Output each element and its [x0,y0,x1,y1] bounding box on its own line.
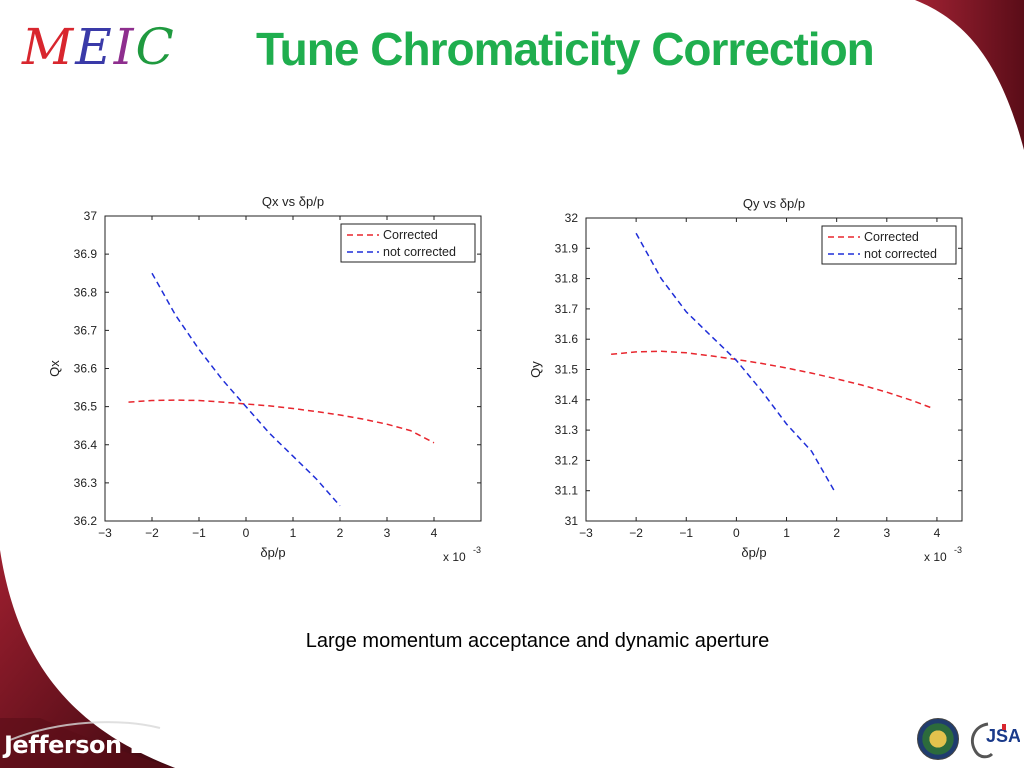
y-tick-label: 36.5 [74,400,98,414]
x-tick-label: −3 [98,526,112,540]
x-tick-label: 0 [243,526,250,540]
y-tick-label: 36.3 [74,476,98,490]
y-tick-label: 36.4 [74,438,98,452]
y-tick-label: 31.2 [555,453,579,467]
x-multiplier-exponent: -3 [473,545,481,555]
x-axis-label: δp/p [260,545,285,560]
plot-area [104,215,482,522]
logo-letter-i: I [113,18,136,76]
series-line-not-corrected [151,272,341,507]
x-tick-label: 2 [833,526,840,540]
y-tick-label: 36.2 [74,514,98,528]
legend-box [340,223,476,263]
logo-letter-e: E [75,18,114,76]
x-tick-label: −1 [679,526,693,540]
jsa-logo: JSA [971,722,1020,759]
jsa-swoosh [971,722,994,759]
legend-label: not corrected [383,245,456,259]
y-tick-label: 36.6 [74,362,98,376]
chart-2: Qy vs δp/p −3 −2 −1 0 1 2 3 4 31 31.1 31.2 31.3 31.4 3… [528,196,963,564]
y-tick-label: 31.8 [555,272,579,286]
y-axis-label: Qx [47,360,62,377]
y-tick-label: 32 [565,211,579,225]
series-line-not-corrected [635,232,835,492]
y-tick-label: 31.3 [555,423,579,437]
slide-title: Tune Chromaticity Correction [256,23,875,75]
legend-label: Corrected [383,228,438,242]
legend-label: Corrected [864,230,919,244]
x-tick-label: −2 [145,526,159,540]
x-multiplier: x 10 [924,550,947,564]
y-tick-label: 31.7 [555,302,579,316]
chart-title: Qy vs δp/p [743,196,805,211]
frame-top-right [915,0,1024,150]
slide-caption: Large momentum acceptance and dynamic ap… [305,630,770,652]
x-tick-label: 3 [883,526,890,540]
series-line-corrected [611,350,933,409]
x-tick-label: 0 [733,526,740,540]
jsa-logo-text: JSA [986,726,1020,746]
logo-letter-c: C [135,18,176,76]
series-line-corrected [128,399,435,444]
jefferson-lab-logo: Jefferson Lab [4,731,177,759]
y-tick-label: 36.7 [74,323,98,337]
x-multiplier: x 10 [443,550,466,564]
swoosh [9,721,161,741]
legend-box [821,225,957,265]
y-axis-label: Qy [528,361,543,378]
doe-seal-icon [917,718,959,760]
x-tick-label: −3 [579,526,593,540]
x-axis-label: δp/p [741,545,766,560]
jsa-accent [1002,724,1006,730]
meic-logo: MEIC [22,22,176,72]
y-tick-label: 31.1 [555,484,579,498]
y-tick-label: 31.9 [555,241,579,255]
chart-title: Qx vs δp/p [262,194,324,209]
logo-letter-m: M [22,18,76,76]
frame-bottom-left [0,550,175,768]
y-tick-label: 37 [84,209,98,223]
y-tick-label: 31.5 [555,363,579,377]
x-tick-label: −2 [629,526,643,540]
x-tick-label: 3 [384,526,391,540]
x-tick-label: 1 [290,526,297,540]
x-tick-label: −1 [192,526,206,540]
chart-1: Qx vs δp/p −3 −2 −1 0 1 2 3 4 36.2 36.3 36.4 36.5 36.… [47,194,482,564]
legend-label: not corrected [864,247,937,261]
x-tick-label: 4 [431,526,438,540]
y-tick-label: 31 [565,514,579,528]
x-multiplier-exponent: -3 [954,545,962,555]
y-tick-label: 36.9 [74,247,98,261]
frame-bottom-strip [0,718,175,768]
y-tick-label: 36.8 [74,285,98,299]
y-tick-label: 31.4 [555,393,579,407]
x-tick-label: 2 [337,526,344,540]
x-tick-label: 4 [934,526,941,540]
plot-area [585,217,963,522]
x-tick-label: 1 [783,526,790,540]
y-tick-label: 31.6 [555,332,579,346]
